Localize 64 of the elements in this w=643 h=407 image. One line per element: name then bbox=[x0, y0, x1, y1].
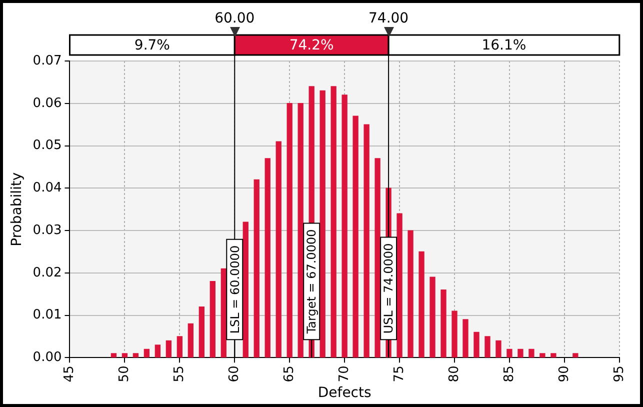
y-tick-label: 0.03 bbox=[32, 222, 62, 238]
bar bbox=[264, 158, 270, 358]
bar bbox=[132, 353, 139, 358]
bar bbox=[176, 336, 183, 358]
bar bbox=[144, 348, 150, 358]
bar bbox=[550, 353, 556, 358]
bar bbox=[122, 353, 128, 358]
bar bbox=[452, 310, 458, 358]
x-tick-label: 55 bbox=[172, 366, 188, 382]
bar bbox=[496, 340, 502, 358]
x-tick-label: 80 bbox=[446, 366, 462, 382]
x-axis-title: Defects bbox=[318, 385, 372, 402]
bar bbox=[462, 319, 468, 358]
bar bbox=[540, 353, 546, 358]
bar bbox=[320, 90, 326, 358]
bar bbox=[342, 94, 348, 358]
bar bbox=[440, 290, 446, 358]
bar bbox=[352, 116, 358, 358]
x-tick-label: 65 bbox=[282, 366, 297, 382]
bar bbox=[506, 348, 512, 358]
x-tick-label: 90 bbox=[556, 366, 572, 382]
x-tick-label: 85 bbox=[502, 366, 517, 382]
x-tick-label: 70 bbox=[336, 366, 352, 382]
bar bbox=[298, 103, 304, 358]
x-tick-label: 75 bbox=[392, 366, 407, 382]
bar bbox=[418, 251, 424, 358]
y-tick-label: 0.06 bbox=[32, 96, 62, 111]
text: 16.1% bbox=[482, 38, 526, 54]
y-axis-title: Probability bbox=[9, 172, 26, 246]
bar bbox=[254, 179, 260, 358]
y-tick-label: 0.00 bbox=[32, 350, 62, 366]
x-tick-label: 45 bbox=[62, 366, 78, 382]
bar bbox=[166, 340, 172, 358]
text: 74.2% bbox=[289, 38, 334, 54]
bar bbox=[330, 86, 336, 358]
bar bbox=[364, 124, 370, 358]
ref-line-label: USL = 74.0000 bbox=[382, 243, 396, 334]
bar bbox=[286, 103, 292, 358]
text: 9.7% bbox=[134, 38, 170, 54]
y-tick-label: 0.02 bbox=[32, 265, 62, 280]
bar bbox=[572, 353, 578, 358]
bar bbox=[276, 141, 282, 358]
ref-line-label: Target = 67.0000 bbox=[304, 229, 319, 335]
bar bbox=[518, 348, 524, 358]
bar bbox=[528, 348, 534, 358]
x-tick-label: 95 bbox=[612, 366, 627, 382]
y-tick-label: 0.01 bbox=[32, 308, 62, 323]
ref-line-label: 74.00 bbox=[368, 10, 409, 27]
bar bbox=[430, 276, 436, 358]
x-tick-label: 60 bbox=[227, 366, 242, 382]
y-tick-label: 0.04 bbox=[32, 180, 62, 196]
bar bbox=[484, 336, 490, 358]
y-tick-label: 0.07 bbox=[32, 53, 62, 68]
bar bbox=[198, 306, 204, 358]
bar bbox=[210, 281, 216, 358]
x-tick-label: 50 bbox=[117, 366, 132, 382]
bar bbox=[408, 230, 414, 358]
bar bbox=[188, 323, 194, 358]
ref-line-label: 60.00 bbox=[214, 10, 255, 27]
ref-line-label: LSL = 60.0000 bbox=[228, 245, 242, 334]
bar bbox=[154, 344, 161, 358]
bar bbox=[110, 353, 117, 358]
bar bbox=[474, 332, 480, 358]
y-tick-label: 0.05 bbox=[32, 138, 62, 154]
